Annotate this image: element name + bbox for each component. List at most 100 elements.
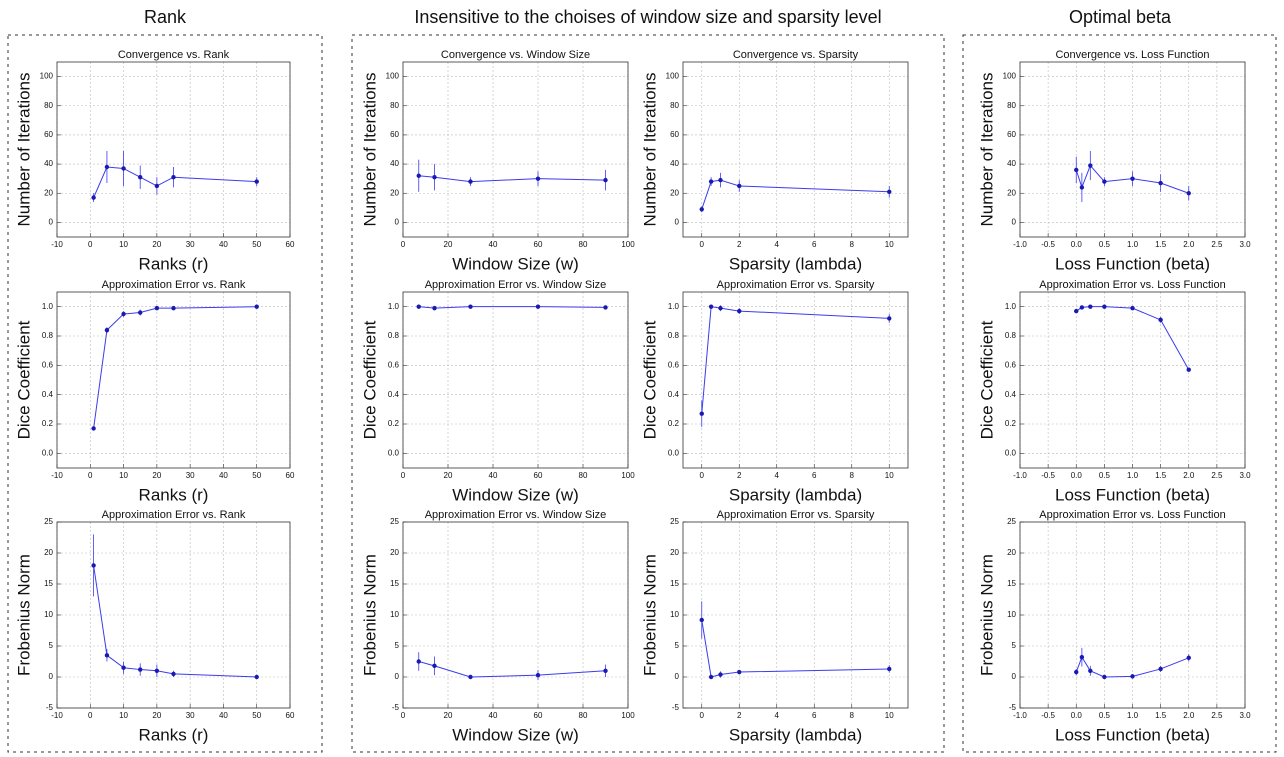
data-point xyxy=(708,304,714,309)
y-tick-label: -5 xyxy=(672,703,680,712)
x-axis-label: Ranks (r) xyxy=(139,254,209,273)
y-tick-label: 100 xyxy=(666,72,680,81)
x-tick-label: 30 xyxy=(186,240,195,249)
y-tick-label: 15 xyxy=(670,579,679,588)
x-tick-label: 60 xyxy=(286,471,295,480)
data-point xyxy=(603,305,608,310)
x-axis-label: Sparsity (lambda) xyxy=(729,725,862,744)
y-tick-label: 100 xyxy=(40,72,54,81)
x-tick-label: -10 xyxy=(51,471,63,480)
x-tick-label: 60 xyxy=(534,471,543,480)
x-tick-label: 10 xyxy=(885,240,894,249)
data-point xyxy=(1088,668,1093,673)
x-tick-label: 10 xyxy=(885,711,894,720)
y-axis-label: Number of Iterations xyxy=(977,72,996,226)
x-tick-label: 60 xyxy=(534,711,543,720)
series-line xyxy=(418,175,606,183)
data-point xyxy=(1079,654,1085,660)
data-point xyxy=(91,195,96,200)
x-tick-label: 1.5 xyxy=(1155,711,1167,720)
data-point xyxy=(1079,185,1085,190)
y-tick-label: 40 xyxy=(1007,159,1016,168)
x-tick-label: 100 xyxy=(621,711,635,720)
y-tick-label: 100 xyxy=(386,72,400,81)
x-tick-label: 2.0 xyxy=(1183,471,1195,480)
x-tick-label: 0 xyxy=(700,240,705,249)
y-tick-label: 20 xyxy=(670,188,679,197)
data-point xyxy=(699,617,704,623)
x-tick-label: 0 xyxy=(401,711,406,720)
y-tick-label: 20 xyxy=(390,188,399,197)
chart-title: Convergence vs. Loss Function xyxy=(1055,49,1209,61)
data-point xyxy=(535,672,541,678)
chart-title: Approximation Error vs. Loss Function xyxy=(1039,509,1225,521)
x-tick-label: 1.0 xyxy=(1127,711,1139,720)
y-tick-label: 0.4 xyxy=(1005,390,1017,399)
y-tick-label: 60 xyxy=(390,130,399,139)
y-tick-label: 100 xyxy=(1003,72,1017,81)
y-tick-label: 20 xyxy=(670,548,679,557)
data-point xyxy=(1074,669,1079,675)
x-tick-label: 0 xyxy=(401,240,406,249)
y-tick-label: 1.0 xyxy=(388,302,400,311)
x-tick-label: 60 xyxy=(286,240,295,249)
y-axis-label: Frobenius Norm xyxy=(14,554,33,676)
data-point xyxy=(737,669,742,675)
data-point xyxy=(416,304,421,309)
data-point xyxy=(1102,179,1107,184)
data-point xyxy=(1186,655,1191,660)
data-point xyxy=(121,311,126,317)
series-line xyxy=(701,306,890,414)
y-tick-label: 20 xyxy=(1007,188,1016,197)
x-axis-label: Ranks (r) xyxy=(139,485,209,504)
x-tick-label: -0.5 xyxy=(1041,240,1055,249)
series-line xyxy=(418,661,606,678)
data-point xyxy=(138,667,143,672)
data-point xyxy=(254,304,259,309)
chart-title: Approximation Error vs. Loss Function xyxy=(1039,279,1225,291)
x-axis-label: Loss Function (beta) xyxy=(1055,725,1210,744)
x-tick-label: 6 xyxy=(812,711,817,720)
plot-frame xyxy=(402,61,629,238)
y-tick-label: 5 xyxy=(1012,641,1017,650)
y-tick-label: 5 xyxy=(395,641,400,650)
series-line xyxy=(701,179,890,210)
data-point xyxy=(1079,305,1085,310)
x-axis-label: Window Size (w) xyxy=(452,725,579,744)
x-tick-label: 0 xyxy=(88,711,93,720)
y-tick-label: -5 xyxy=(392,703,400,712)
y-tick-label: 25 xyxy=(1007,517,1016,526)
data-point xyxy=(1088,163,1093,168)
chart-title: Approximation Error vs. Window Size xyxy=(425,509,607,521)
x-tick-label: -1.0 xyxy=(1013,471,1027,480)
x-tick-label: 10 xyxy=(119,240,128,249)
x-tick-label: 2 xyxy=(737,471,742,480)
y-tick-label: 10 xyxy=(44,610,53,619)
data-point xyxy=(887,666,892,672)
x-tick-label: 4 xyxy=(775,240,780,249)
data-point xyxy=(468,179,473,184)
x-tick-label: 50 xyxy=(252,240,261,249)
x-axis-label: Sparsity (lambda) xyxy=(729,485,862,504)
y-tick-label: 60 xyxy=(1007,130,1016,139)
x-tick-label: 0 xyxy=(401,471,406,480)
y-axis-label: Frobenius Norm xyxy=(640,554,659,676)
y-tick-label: 20 xyxy=(390,548,399,557)
x-tick-label: 40 xyxy=(219,240,228,249)
data-point xyxy=(737,183,742,189)
x-tick-label: 20 xyxy=(444,240,453,249)
y-axis-label: Dice Coefficient xyxy=(360,320,379,439)
plot-frame xyxy=(402,291,629,469)
x-tick-label: 6 xyxy=(812,471,817,480)
y-axis-label: Frobenius Norm xyxy=(977,554,996,676)
y-tick-label: 80 xyxy=(44,101,53,110)
data-point xyxy=(171,305,176,311)
y-tick-label: 10 xyxy=(670,610,679,619)
x-axis-label: Sparsity (lambda) xyxy=(729,254,862,273)
x-tick-label: 100 xyxy=(621,471,635,480)
x-tick-label: -0.5 xyxy=(1041,471,1055,480)
x-tick-label: 4 xyxy=(775,711,780,720)
data-point xyxy=(432,305,437,311)
data-point xyxy=(1074,167,1079,173)
y-tick-label: 80 xyxy=(390,101,399,110)
